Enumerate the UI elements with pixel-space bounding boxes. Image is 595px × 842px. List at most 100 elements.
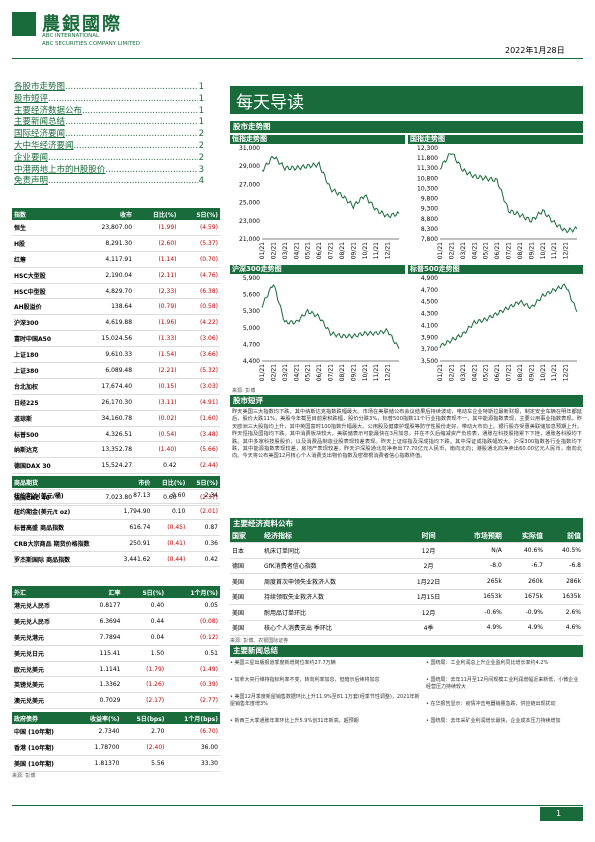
x-tick-label: 09/21 — [350, 364, 357, 381]
row-value: (0.45) — [152, 519, 188, 536]
calendar-cell: 2.6% — [545, 604, 583, 621]
toc-item[interactable]: 股市短评 1 — [14, 94, 204, 106]
row-value: 13,352.78 — [78, 441, 135, 459]
news-item[interactable]: • 美国12月季度新屋销售数据环比上升11.9%至81.1万套(经季节性调整)，… — [230, 694, 420, 707]
y-tick-label: 7,800 — [421, 236, 438, 243]
x-tick-label: 03/21 — [460, 364, 467, 381]
toc-item-label[interactable]: 企业要闻 — [14, 152, 49, 163]
table-header-cell: 1个月(%) — [166, 586, 220, 598]
x-tick-label: 07/21 — [328, 242, 335, 259]
toc-item-label[interactable]: 大中华经济要闻 — [14, 140, 74, 151]
row-value: (1.79) — [122, 661, 167, 678]
y-tick-label: 8,800 — [421, 216, 438, 223]
row-label: 英镑兑美元 — [12, 676, 81, 694]
x-tick-label: 03/21 — [282, 242, 289, 259]
table-row: 恒生 23,807.00 (1.99) (4.59) — [12, 220, 220, 236]
row-value: (0.44) — [152, 551, 188, 568]
toc-item[interactable]: 免责声明 4 — [14, 176, 204, 188]
x-tick-label: 03/21 — [460, 242, 467, 259]
x-tick-label: 06/21 — [316, 364, 323, 381]
row-value: 2.70 — [121, 724, 167, 740]
toc-item-label[interactable]: 各股市走势图 — [14, 82, 66, 92]
commentary-section-header: 股市短评 — [230, 395, 583, 407]
series-line — [261, 284, 400, 350]
calendar-cell: 耐用品订单环比 — [262, 604, 406, 621]
row-value: (4.91) — [178, 394, 220, 411]
row-label: 上证380 — [12, 362, 79, 379]
table-header-cell: 5日(bps) — [121, 712, 167, 724]
row-label: 标普高盛 商品指数 — [12, 519, 114, 536]
news-item[interactable]: • 国统局：去年11月至12月间规模工业利润增幅近来新低，小微企业经营压力持续较… — [426, 677, 579, 690]
x-tick-label: 02/21 — [270, 242, 277, 259]
x-tick-label: 05/21 — [305, 364, 312, 381]
calendar-cell: 1653k — [451, 589, 504, 605]
toc-item[interactable]: 主要经济数据公布 1 — [14, 106, 204, 118]
spx-chart-title: 标普500走势图 — [408, 265, 583, 274]
toc-item[interactable]: 国际经济要闻 2 — [14, 129, 204, 141]
table-row: 红筹 4,117.91 (1.14) (0.70) — [12, 251, 220, 268]
row-value: 15,024.56 — [78, 330, 135, 348]
table-row: 香港 (10年期) 1.78700 (2.40) 36.00 — [12, 739, 220, 756]
calendar-cell: 机床订单同比 — [262, 542, 406, 559]
row-value: (5.32) — [178, 362, 220, 379]
toc-item-label[interactable]: 中港两地上市的H股股价 — [14, 164, 106, 175]
x-tick-label: 10/21 — [540, 242, 547, 259]
y-tick-label: 9,300 — [421, 206, 438, 213]
fx-table: 外汇 汇率 5日(%) 1个月(%) 港元兑人民币 0.8177 0.40 0.05 美元兑人民… — [12, 586, 220, 710]
news-item[interactable]: • 国统局：工业利润总上升企业盈利同比增长率约4.2% — [426, 660, 549, 666]
table-row: 美元兑日元 115.41 1.50 0.51 — [12, 645, 220, 662]
x-tick-label: 12/21 — [563, 364, 570, 381]
row-value: (0.02) — [134, 410, 179, 427]
calendar-row: 美国 耐用品订单环比 12月 -0.6% -0.9% 2.6% — [230, 604, 583, 621]
row-value: (0.15) — [134, 378, 179, 395]
calendar-row: 美国 持续领取失业救济人数 1月15日 1653k 1675k 1635k — [230, 589, 583, 605]
row-value: (4.59) — [178, 220, 220, 236]
calendar-row: 美国 周度首次申领失业救济人数 1月22日 265k 260k 286k — [230, 573, 583, 590]
row-label: 日经225 — [12, 394, 79, 411]
toc-item-label[interactable]: 主要新闻总结 — [14, 117, 66, 128]
hsi-chart-title: 恒指走势图 — [230, 135, 405, 144]
news-item[interactable]: • 国统局：去年采矿业利润增长最快，企业成本压力持续增加 — [426, 718, 561, 724]
x-tick-label: 04/21 — [471, 364, 478, 381]
toc-item-label[interactable]: 主要经济数据公布 — [14, 105, 83, 116]
row-value: 2.7340 — [74, 724, 122, 740]
toc-item[interactable]: 各股市走势图 1 — [14, 82, 204, 94]
toc-item[interactable]: 主要新闻总结 1 — [14, 117, 204, 129]
toc-item-label[interactable]: 国际经济要闻 — [14, 129, 66, 140]
row-value: (4.22) — [178, 314, 220, 332]
row-value: 23,807.00 — [78, 220, 135, 236]
table-row: 台北加权 17,674.40 (0.15) (3.03) — [12, 378, 220, 395]
commodity-table: 商品期货 市价 日比(%) 5日(%) 纽约期油(美元/桶) 87.13 0.60 2.34 纽… — [12, 476, 220, 568]
news-item[interactable]: • 加拿大央行维持指标利率不变，转向利率加息，但暗示后续将加息 — [230, 677, 380, 683]
calendar-cell: 4.6% — [545, 620, 583, 636]
y-tick-label: 11,800 — [417, 155, 438, 162]
calendar-cell: 持续领取失业救济人数 — [262, 589, 406, 605]
news-left-column: • 美国三星出版报道季度新增岗位率约27.7万辆 • 加拿大央行维持指标利率不变，… — [230, 660, 422, 735]
toc-item[interactable]: 企业要闻 2 — [14, 153, 204, 165]
header-divider — [12, 58, 583, 59]
news-item[interactable]: • 美国三星出版报道季度新增岗位率约27.7万辆 — [230, 660, 336, 666]
row-value: (2.01) — [187, 503, 220, 520]
series-line — [439, 153, 578, 234]
y-tick-label: 4,500 — [421, 299, 438, 306]
y-tick-label: 5,900 — [243, 275, 260, 282]
x-tick-label: 08/21 — [339, 242, 346, 259]
news-item[interactable]: • 在华报告显示：疫情冲击电器销量急跌，供应链出现扰动 — [426, 701, 556, 707]
row-value: 1.81370 — [74, 755, 122, 772]
row-value: 34,160.78 — [78, 410, 135, 427]
toc-item-label[interactable]: 免责声明 — [14, 176, 49, 187]
row-value: 1.1141 — [80, 661, 123, 678]
page-number: 1 — [556, 809, 562, 818]
row-value: (2.11) — [134, 267, 179, 284]
table-row: 上证380 6,089.48 (2.21) (5.32) — [12, 362, 220, 379]
news-item[interactable]: • 新西兰大季通胀年率环比上升5.9%创31年新高，超预期 — [230, 718, 359, 724]
spx-chart: 4,900 4,700 4,500 4,300 4,100 3,900 3,700 3,500… — [421, 275, 578, 381]
calendar-cell: 美国 — [230, 573, 262, 590]
toc-item[interactable]: 中港两地上市的H股股价 3 — [14, 165, 204, 177]
market-commentary: 昨天美国三大指数均下跌，其中纳斯达克指数跌幅最大。市场在美联储公布会议结果后持续… — [232, 409, 582, 460]
row-value: (2.40) — [121, 739, 167, 756]
toc-item-label[interactable]: 股市短评 — [14, 93, 49, 104]
row-value: (1.99) — [134, 220, 179, 236]
toc-item[interactable]: 大中华经济要闻 2 — [14, 141, 204, 153]
row-label: 欧元兑美元 — [12, 661, 81, 678]
